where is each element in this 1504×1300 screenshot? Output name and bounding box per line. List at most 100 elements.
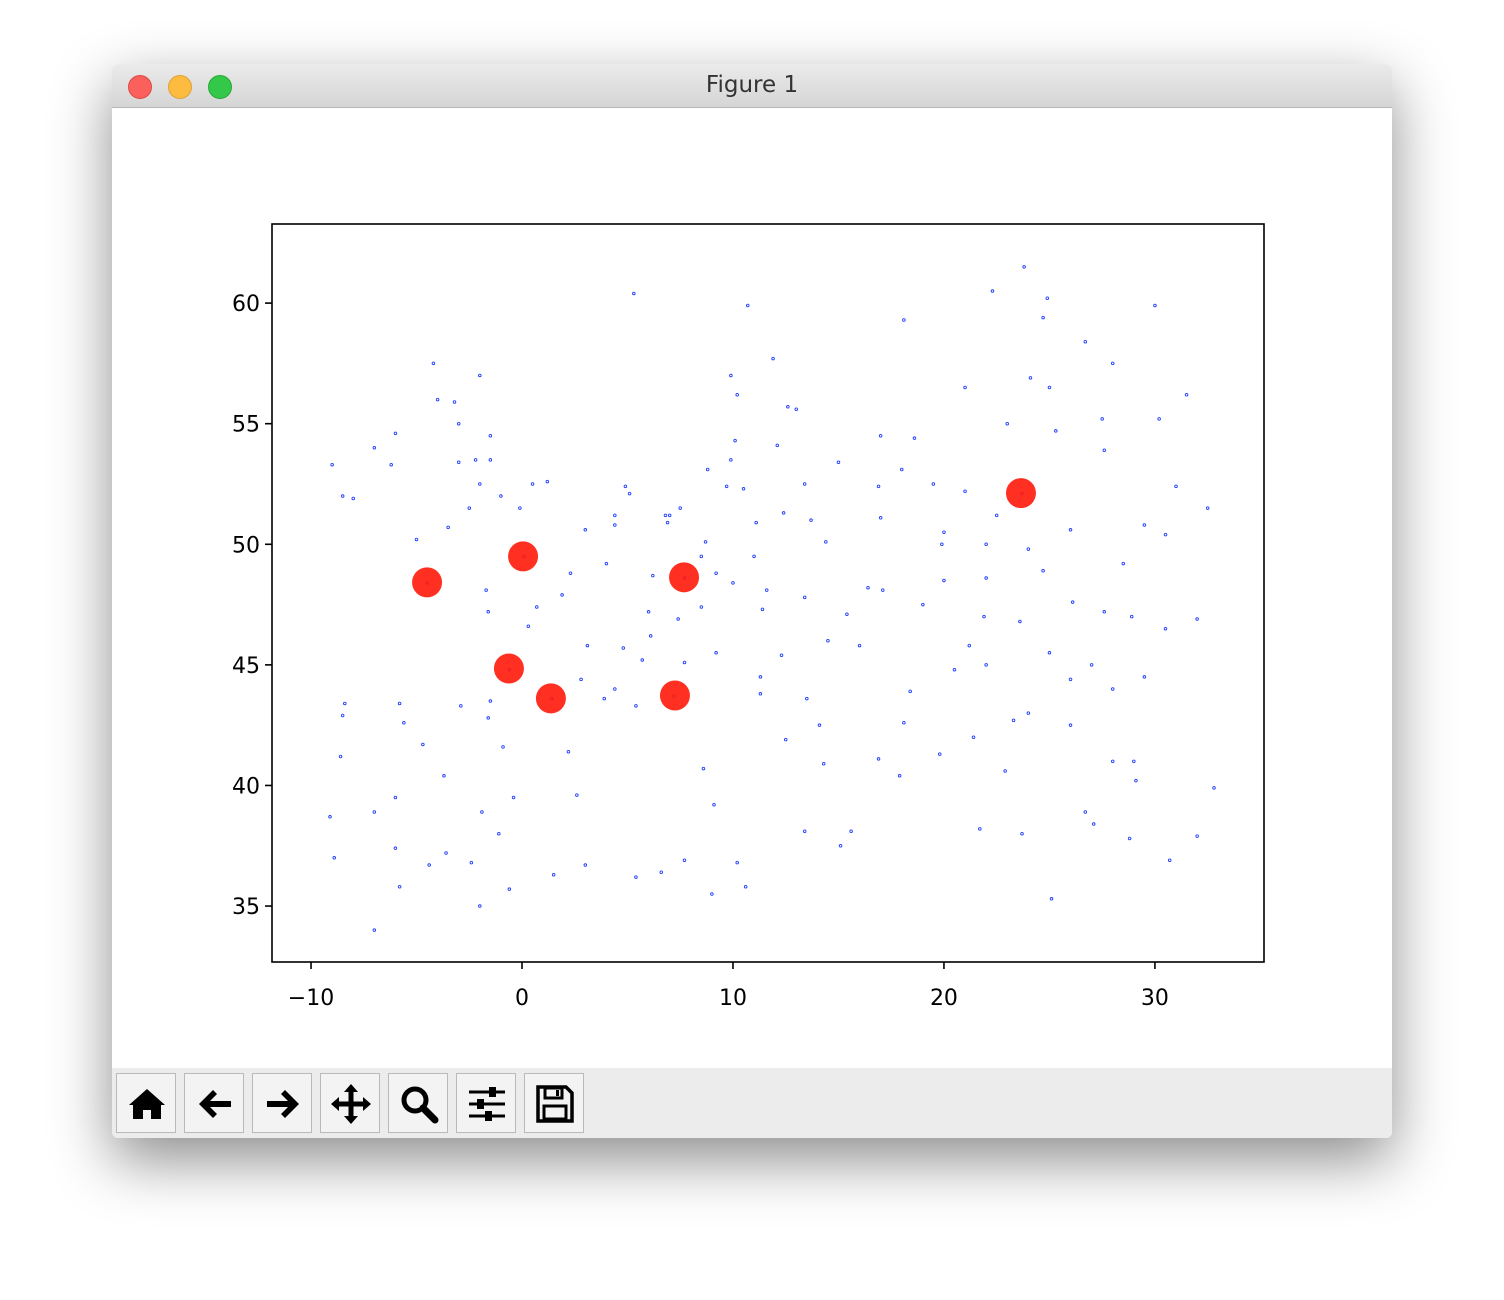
data-point [1212,786,1216,790]
data-point [340,494,345,498]
data-point [758,675,763,679]
data-point [921,602,925,607]
data-point [967,643,972,648]
data-point [699,554,704,559]
data-point [971,735,976,739]
data-point [705,467,710,472]
data-point [480,810,484,814]
data-point [389,462,393,467]
data-point [497,831,501,836]
data-point [900,467,904,472]
data-point [1132,759,1136,764]
data-point [1195,617,1199,621]
data-point [613,513,617,518]
close-button[interactable] [128,75,152,99]
highlight-point [412,567,443,598]
data-point [1020,831,1024,836]
data-point [634,875,638,879]
data-point [1163,626,1168,631]
y-tick-label: 55 [232,413,260,438]
data-point [908,689,912,694]
data-point [1028,376,1033,380]
y-tick-label: 40 [232,774,260,799]
figure-canvas: −10 0 10 20 30 35 40 45 50 55 60 [112,108,1392,1068]
data-point [878,434,883,438]
data-point [402,721,406,725]
data-point [676,617,680,621]
data-point [332,856,336,860]
data-point [940,542,944,547]
data-point [613,687,617,691]
save-button[interactable] [524,1073,584,1133]
data-point [1070,600,1075,604]
zoom-button[interactable] [208,75,232,99]
zoom-icon [401,1086,439,1124]
data-point [602,696,607,701]
data-point [821,762,826,766]
back-button[interactable] [184,1073,244,1133]
data-point [781,511,786,515]
forward-button[interactable] [252,1073,312,1133]
highlight-point [493,653,524,684]
data-point [857,643,862,648]
data-point [568,571,573,575]
data-point [343,701,347,706]
data-point [431,361,436,366]
configure-button[interactable] [456,1073,516,1133]
zoom-tool-button[interactable] [388,1073,448,1133]
data-point [1110,687,1115,691]
data-point [484,588,488,592]
data-point [712,803,716,807]
data-point [937,752,942,756]
x-tick-label: 10 [719,986,747,1011]
data-point [1205,506,1210,510]
data-point [1142,523,1147,527]
x-tick-label: −10 [288,986,334,1011]
data-point [1026,711,1031,715]
data-point [1041,315,1045,320]
data-point [805,696,809,701]
data-point [699,605,704,609]
data-point [414,537,419,542]
data-point [1047,651,1052,655]
data-point [535,605,539,609]
pan-button[interactable] [320,1073,380,1133]
data-point [351,496,355,501]
data-point [682,660,687,665]
minimize-button[interactable] [168,75,192,99]
data-point [1011,718,1016,723]
data-point [467,506,472,510]
data-point [328,815,332,819]
data-point [1018,619,1022,624]
data-point [1005,421,1009,426]
forward-icon [267,1090,299,1118]
data-point [1121,561,1126,566]
data-point [585,643,590,648]
data-point [838,844,843,848]
data-point [486,610,490,614]
data-point [560,593,564,597]
data-point [731,581,735,585]
data-point [478,482,482,486]
data-point [866,585,870,590]
data-point [545,479,550,484]
data-point [978,827,982,831]
data-point [809,518,813,522]
data-point [621,646,626,650]
data-point [724,484,729,489]
data-point [469,860,474,865]
home-button[interactable] [116,1073,176,1133]
data-point [682,858,687,862]
data-point [942,530,946,534]
data-point [729,373,733,378]
data-point [1041,569,1045,573]
data-point [1091,822,1096,826]
data-point [1022,265,1026,269]
data-point [743,885,748,889]
data-point [640,658,645,662]
save-icon [536,1085,574,1123]
data-point [575,793,579,797]
data-point [1054,429,1058,433]
data-point [678,506,682,510]
data-point [667,513,672,518]
